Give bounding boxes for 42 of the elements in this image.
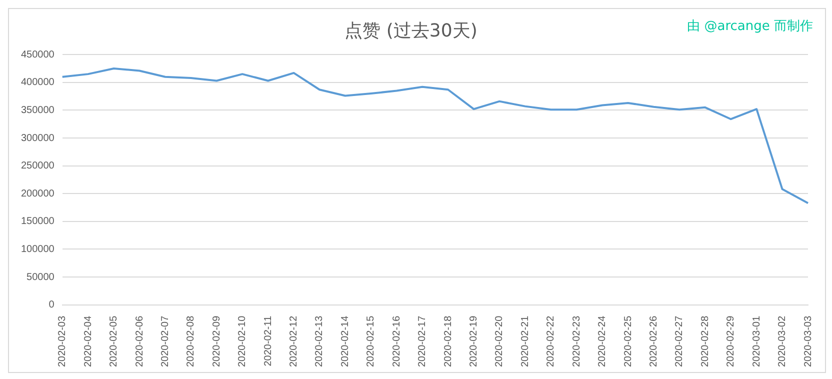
x-tick-label: 2020-02-14 xyxy=(340,315,351,368)
x-tick-label: 2020-02-06 xyxy=(134,315,146,368)
x-tick-label: 2020-02-17 xyxy=(417,315,428,368)
x-tick-label: 2020-02-22 xyxy=(546,315,557,368)
x-tick-label: 2020-02-05 xyxy=(108,315,120,368)
y-tick-label: 200000 xyxy=(20,188,55,200)
x-tick-label: 2020-02-10 xyxy=(237,315,248,368)
y-tick-label: 350000 xyxy=(20,104,55,116)
x-tick-label: 2020-02-04 xyxy=(82,315,94,368)
y-tick-label: 300000 xyxy=(20,132,55,144)
text: 由 @arcange 而制作 xyxy=(687,18,813,35)
x-tick-label: 2020-02-15 xyxy=(366,315,377,368)
x-tick-label: 2020-02-03 xyxy=(57,315,68,368)
x-tick-label: 2020-03-03 xyxy=(802,315,814,368)
x-tick-label: 2020-02-09 xyxy=(211,315,222,368)
x-tick-label: 2020-02-27 xyxy=(674,315,686,368)
x-tick-label: 2020-02-23 xyxy=(571,315,582,368)
x-tick-label: 2020-03-02 xyxy=(777,315,788,368)
y-tick-label: 150000 xyxy=(20,216,55,228)
y-tick-label: 250000 xyxy=(20,160,55,172)
chart-title: 点赞 (过去30天) xyxy=(344,20,478,42)
x-tick-label: 2020-02-11 xyxy=(262,315,274,366)
x-tick-label: 2020-02-07 xyxy=(160,315,171,368)
x-tick-label: 2020-02-13 xyxy=(314,315,326,368)
x-tick-label: 2020-02-24 xyxy=(597,315,608,368)
y-tick-label: 0 xyxy=(48,300,55,311)
x-tick-label: 2020-03-01 xyxy=(751,315,762,368)
x-tick-label: 2020-02-25 xyxy=(622,315,634,368)
x-tick-label: 2020-02-19 xyxy=(468,315,480,368)
x-tick-label: 2020-02-21 xyxy=(520,315,531,368)
x-tick-label: 2020-02-29 xyxy=(726,315,737,368)
x-tick-label: 2020-02-08 xyxy=(186,315,197,368)
x-tick-label: 2020-02-18 xyxy=(442,315,454,368)
y-tick-label: 50000 xyxy=(26,272,55,283)
y-tick-label: 400000 xyxy=(20,77,55,88)
y-tick-label: 450000 xyxy=(20,49,55,60)
x-tick-label: 2020-02-20 xyxy=(494,315,506,368)
x-tick-label: 2020-02-16 xyxy=(391,315,402,368)
x-tick-label: 2020-02-28 xyxy=(700,315,711,368)
x-tick-label: 2020-02-12 xyxy=(288,315,300,368)
y-tick-label: 100000 xyxy=(20,244,55,255)
x-tick-label: 2020-02-26 xyxy=(648,315,660,368)
